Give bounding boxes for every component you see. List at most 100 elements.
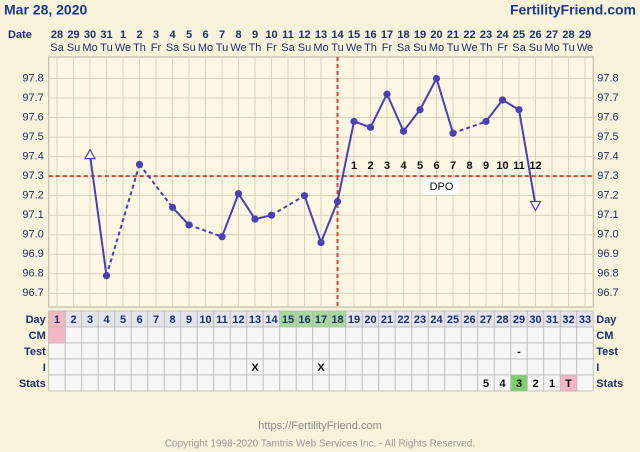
- day-number: 28: [496, 314, 508, 326]
- table-cell: [526, 342, 545, 360]
- day-number: 3: [87, 314, 93, 326]
- y-tick-label-right: 97.3: [597, 170, 618, 182]
- date-label: 28: [562, 29, 574, 41]
- table-cell: [477, 326, 495, 344]
- table-cell: [213, 358, 231, 376]
- weekday-label: Tu: [447, 42, 459, 54]
- weekday-label: Mo: [544, 42, 559, 54]
- row-label-right: CM: [596, 330, 613, 342]
- table-cell: [196, 358, 215, 376]
- table-cell: [196, 342, 215, 360]
- weekday-label: Mo: [198, 42, 213, 54]
- y-tick-label-right: 97.7: [597, 92, 618, 104]
- table-cell: [97, 374, 116, 392]
- table-cell: [510, 326, 528, 344]
- temperature-connector: [452, 120, 487, 135]
- table-cell: [460, 326, 479, 344]
- weekday-label: Sa: [50, 42, 64, 54]
- temperature-point: [350, 117, 358, 126]
- table-cell: [394, 342, 413, 360]
- day-number: 26: [463, 314, 475, 326]
- table-cell: [114, 342, 132, 360]
- date-label: 13: [315, 29, 327, 41]
- table-cell: [229, 342, 248, 360]
- weekday-label: Th: [480, 42, 493, 54]
- table-cell: [262, 374, 281, 392]
- table-cell: [97, 358, 116, 376]
- temperature-point: [333, 197, 342, 206]
- date-label: 3: [153, 29, 159, 41]
- temperature-segment: [89, 154, 108, 276]
- table-cell: [576, 374, 594, 392]
- row-label: Stats: [19, 378, 46, 390]
- temperature-point: [234, 190, 243, 198]
- table-cell: [444, 326, 462, 344]
- table-cell: [328, 342, 347, 360]
- table-cell: [345, 358, 363, 376]
- day-number: 14: [265, 314, 278, 326]
- table-cell: [229, 326, 248, 344]
- y-tick-label: 97.6: [22, 111, 43, 123]
- table-cell-highlight: [48, 326, 66, 344]
- table-cell: [130, 342, 149, 360]
- table-cell-text: 2: [532, 378, 538, 390]
- date-label: 24: [496, 29, 509, 41]
- temperature-segment: [336, 121, 355, 202]
- day-number: 6: [136, 314, 142, 326]
- table-cell: [64, 358, 83, 376]
- table-cell: [345, 342, 363, 360]
- y-tick-label: 97.1: [22, 209, 43, 221]
- table-cell: [444, 342, 462, 360]
- table-cell: [427, 342, 446, 360]
- row-label-right: Test: [596, 346, 618, 358]
- temperature-point-open: [529, 200, 542, 212]
- temperature-segment: [171, 206, 190, 226]
- temperature-point: [399, 127, 408, 135]
- table-cell: [213, 374, 231, 392]
- table-cell: [411, 358, 429, 376]
- dpo-number: 7: [450, 160, 456, 172]
- table-cell: [493, 342, 512, 360]
- dpo-label: DPO: [430, 181, 454, 193]
- table-cell: [295, 374, 314, 392]
- table-cell: [279, 374, 297, 392]
- temperature-segment: [518, 109, 537, 206]
- weekday-label: Su: [182, 42, 195, 54]
- table-cell: [246, 326, 264, 344]
- y-tick-label: 97.3: [22, 170, 43, 182]
- date-label: 12: [298, 29, 310, 41]
- table-cell: [559, 358, 578, 376]
- table-cell: [576, 342, 594, 360]
- date-label: 6: [202, 29, 208, 41]
- table-cell: [559, 326, 578, 344]
- table-cell-text: 5: [483, 378, 489, 390]
- weekday-label: Fr: [382, 42, 393, 54]
- table-cell: [279, 358, 297, 376]
- weekday-label: Fr: [497, 42, 508, 54]
- day-number: 5: [120, 314, 126, 326]
- table-cell: [427, 326, 446, 344]
- weekday-label: Fr: [151, 42, 162, 54]
- weekday-label: We: [461, 42, 477, 54]
- table-cell: [48, 374, 66, 392]
- day-number: 11: [216, 314, 228, 326]
- table-cell: [444, 374, 462, 392]
- table-cell: [64, 374, 83, 392]
- table-cell: [361, 374, 380, 392]
- table-cell: [64, 326, 83, 344]
- weekday-label: Su: [529, 42, 542, 54]
- site-name: FertilityFriend.com: [510, 2, 636, 18]
- date-label: 4: [169, 29, 176, 41]
- table-cell-text: T: [565, 378, 572, 390]
- weekday-label: Su: [413, 42, 426, 54]
- dpo-number: 10: [496, 160, 508, 172]
- temperature-segment: [435, 78, 454, 134]
- y-tick-label-right: 97.2: [597, 190, 618, 202]
- day-number: 21: [381, 314, 393, 326]
- table-cell: [147, 342, 165, 360]
- date-label: 15: [348, 29, 360, 41]
- dpo-number: 2: [367, 160, 373, 172]
- day-number: 17: [315, 314, 327, 326]
- table-cell: [262, 358, 281, 376]
